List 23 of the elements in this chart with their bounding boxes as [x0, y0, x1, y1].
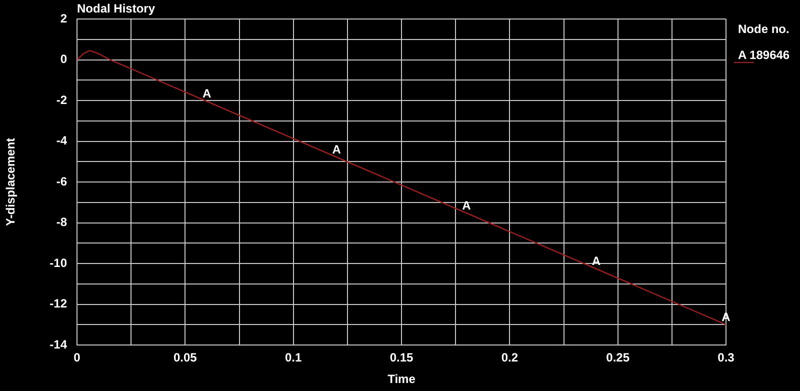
- x-tick-label: 0.15: [390, 350, 414, 365]
- x-tick-label: 0.25: [606, 350, 630, 365]
- y-tick-label: 0: [60, 52, 68, 66]
- chart-title: Nodal History: [77, 1, 156, 16]
- x-tick-label: 0.1: [284, 350, 302, 365]
- y-tick-label: -10: [50, 256, 68, 270]
- legend-title: Node no.: [738, 22, 790, 36]
- x-tick-label: 0.05: [173, 350, 198, 365]
- x-tick-label: 0: [74, 350, 81, 365]
- y-tick-label: -4: [56, 134, 68, 148]
- y-axis-title: Y-displacement: [4, 138, 18, 226]
- y-tick-label: -8: [56, 215, 68, 230]
- x-tick-label: 0.3: [718, 350, 735, 365]
- y-tick-label: -6: [56, 174, 68, 188]
- y-tick-label: -2: [56, 92, 68, 107]
- y-tick-label: 2: [60, 11, 68, 26]
- x-axis-title: Time: [388, 372, 416, 386]
- y-tick-label: -12: [50, 296, 68, 311]
- annotation: A: [332, 142, 342, 156]
- text: A 189646: [738, 48, 790, 62]
- x-tick-label: 0.2: [501, 350, 518, 365]
- annotation: A: [202, 86, 212, 101]
- y-tick-label: -14: [50, 337, 68, 352]
